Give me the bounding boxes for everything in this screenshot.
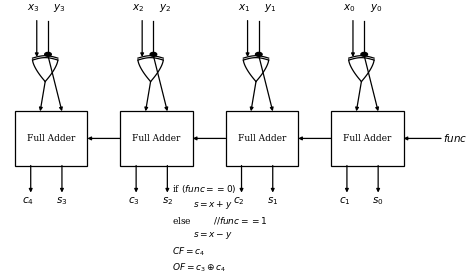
Text: $OF = c_3 \oplus c_4$: $OF = c_3 \oplus c_4$ <box>172 262 226 274</box>
Text: $s_1$: $s_1$ <box>267 195 278 207</box>
Text: $c_1$: $c_1$ <box>339 195 350 207</box>
Text: $y_0$: $y_0$ <box>370 2 382 14</box>
Text: $x_0$: $x_0$ <box>343 2 356 14</box>
Text: $y_1$: $y_1$ <box>264 2 277 14</box>
Text: $CF = c_4$: $CF = c_4$ <box>172 246 205 258</box>
Bar <box>331 111 403 165</box>
Bar <box>226 111 298 165</box>
Text: Full Adder: Full Adder <box>27 134 75 143</box>
Text: $y_2$: $y_2$ <box>159 2 171 14</box>
Text: Full Adder: Full Adder <box>132 134 181 143</box>
Text: $s_2$: $s_2$ <box>162 195 173 207</box>
Circle shape <box>255 52 262 56</box>
Text: $y_3$: $y_3$ <box>54 2 66 14</box>
Text: else        $// func == 1$: else $// func == 1$ <box>172 214 267 226</box>
Bar <box>15 111 87 165</box>
Text: $c_3$: $c_3$ <box>128 195 140 207</box>
Text: $s = x + y$: $s = x + y$ <box>193 199 232 211</box>
Text: $c_2$: $c_2$ <box>233 195 245 207</box>
Bar <box>120 111 193 165</box>
Text: Full Adder: Full Adder <box>237 134 286 143</box>
Text: $s_0$: $s_0$ <box>373 195 384 207</box>
Circle shape <box>361 52 367 56</box>
Text: Full Adder: Full Adder <box>343 134 392 143</box>
Text: $x_3$: $x_3$ <box>27 2 39 14</box>
Text: $c_4$: $c_4$ <box>22 195 34 207</box>
Text: $x_1$: $x_1$ <box>237 2 250 14</box>
Text: $func$: $func$ <box>443 132 468 144</box>
Text: $s = x - y$: $s = x - y$ <box>193 230 232 241</box>
Circle shape <box>45 52 51 56</box>
Text: if $(func == 0)$: if $(func == 0)$ <box>172 183 237 195</box>
Circle shape <box>150 52 157 56</box>
Text: $x_2$: $x_2$ <box>132 2 145 14</box>
Text: $s_3$: $s_3$ <box>56 195 68 207</box>
